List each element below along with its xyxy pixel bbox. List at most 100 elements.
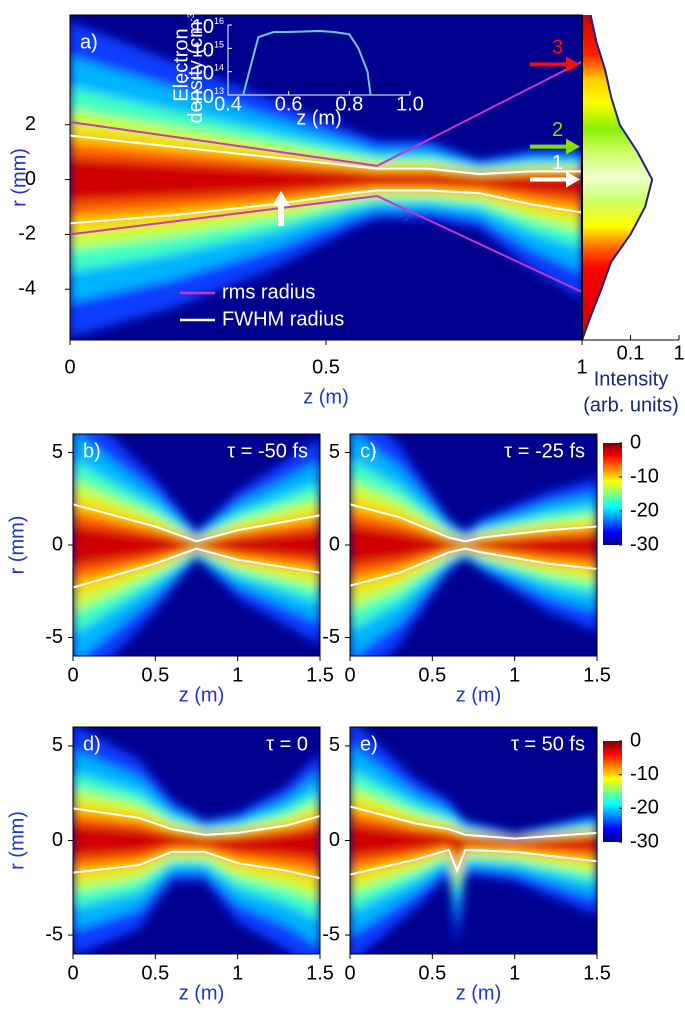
radius-line (73, 850, 320, 880)
x-tick-label: 1 (232, 962, 243, 984)
colorbar-label: -20 (630, 797, 659, 819)
radius-line (70, 60, 582, 167)
tick-exponent: 13 (214, 86, 224, 96)
y-tick-label: 0 (52, 533, 63, 555)
y-tick-label: -5 (45, 626, 63, 648)
colorbar-label: -10 (630, 763, 659, 785)
x-tick-label: 0.4 (214, 93, 242, 115)
panel-label: c) (360, 440, 377, 462)
x-tick-label: 1 (509, 664, 520, 686)
radius-line (73, 503, 320, 543)
radius-line (70, 194, 582, 293)
beam-layer (70, 157, 582, 202)
x-tick-label: 0 (64, 356, 75, 378)
x-axis-label: z (m) (303, 386, 349, 408)
y-tick-label: -5 (45, 923, 63, 945)
panel-title: τ = 50 fs (511, 733, 585, 755)
y-tick-label: 1013 (192, 86, 224, 108)
heatmap (350, 727, 597, 954)
tick-exponent: 14 (214, 63, 224, 73)
radius-line (73, 807, 320, 836)
beam-layer (73, 524, 320, 567)
y-tick-label: 1016 (192, 16, 224, 38)
x-tick-label: 0.5 (141, 664, 169, 686)
x-tick-label: 0.5 (141, 962, 169, 984)
annotation-label: 1 (552, 152, 563, 174)
x-axis-label: z (m) (296, 107, 342, 129)
panel-label: b) (83, 440, 101, 462)
x-tick-label: 0 (344, 664, 355, 686)
heatmap (350, 434, 597, 656)
panel-label: a) (80, 31, 98, 53)
panel-title: τ = -50 fs (227, 440, 308, 462)
colorbar-label: -20 (630, 499, 659, 521)
x-tick-label: 0 (67, 664, 78, 686)
panel-title: τ = -25 fs (504, 440, 585, 462)
x-tick-label: 0 (344, 962, 355, 984)
x-tick-label: 0 (67, 962, 78, 984)
annotation-head (566, 171, 580, 188)
y-tick-label: 1015 (192, 40, 224, 62)
y-tick-label: 2 (25, 113, 36, 135)
x-tick-label: 1 (232, 664, 243, 686)
y-tick-label: -4 (18, 278, 36, 300)
x-tick-label: 0.5 (418, 962, 446, 984)
beam (73, 434, 320, 656)
x-tick-label: 0.5 (418, 664, 446, 686)
y-axis-label: r (mm) (6, 811, 28, 870)
colorbar-label: -30 (630, 533, 659, 555)
panel-label: d) (83, 733, 101, 755)
beam-layer (350, 823, 597, 858)
y-tick-label: -5 (322, 626, 340, 648)
colorbar (603, 741, 622, 842)
radius-line (73, 547, 320, 589)
colorbar-label: -30 (630, 830, 659, 852)
x-axis-label: (arb. units) (583, 394, 679, 416)
radius-line (350, 547, 597, 587)
y-label-suffix: ) (185, 7, 207, 14)
colorbar-label: 0 (630, 431, 641, 453)
x-axis-label: z (m) (456, 982, 502, 1004)
radius-line (350, 503, 597, 543)
colorbar-label: -10 (630, 465, 659, 487)
legend-label: rms radius (222, 281, 315, 303)
y-tick-label: -5 (322, 923, 340, 945)
x-tick-label: 1 (576, 356, 587, 378)
legend-label: FWHM radius (222, 308, 344, 330)
x-tick-label: 1.5 (583, 664, 611, 686)
radius-line (70, 134, 582, 176)
panel-title: τ = 0 (266, 733, 308, 755)
annotation-label: 2 (552, 119, 563, 141)
annotation-label: 3 (552, 37, 563, 59)
x-tick-label: 1.5 (306, 664, 334, 686)
beam (73, 727, 320, 954)
x-axis-label: Intensity (594, 368, 668, 390)
focus-arrow (272, 191, 290, 226)
y-label-text: density (cm (185, 21, 207, 123)
x-tick-label: 1.0 (396, 93, 424, 115)
x-tick-label: 0.6 (275, 93, 303, 115)
panel-label: e) (360, 733, 378, 755)
y-tick-label: 0 (25, 168, 36, 190)
y-tick-label: -2 (18, 223, 36, 245)
tick-base: 10 (192, 86, 214, 108)
profile-line (581, 14, 654, 341)
y-tick-label: 0 (52, 829, 63, 851)
heatmap (70, 15, 582, 340)
y-axis-label: r (mm) (6, 516, 28, 575)
heatmap (73, 434, 320, 656)
y-axis-label: density (cm-3) (185, 7, 207, 124)
radius-line (350, 805, 597, 840)
y-axis-label: Electron (170, 28, 192, 101)
x-tick-label: 0.5 (312, 356, 340, 378)
x-tick-label: 1.5 (306, 962, 334, 984)
beam (350, 434, 597, 656)
y-tick-label: 0 (329, 533, 340, 555)
y-tick-label: 1014 (192, 63, 224, 85)
y-tick-label: 5 (329, 441, 340, 463)
radius-line (350, 848, 597, 876)
colorbar-label: 0 (630, 729, 641, 751)
tick-base: 10 (192, 16, 214, 38)
y-axis-label: r (mm) (8, 148, 30, 207)
x-tick-label: 1 (509, 962, 520, 984)
